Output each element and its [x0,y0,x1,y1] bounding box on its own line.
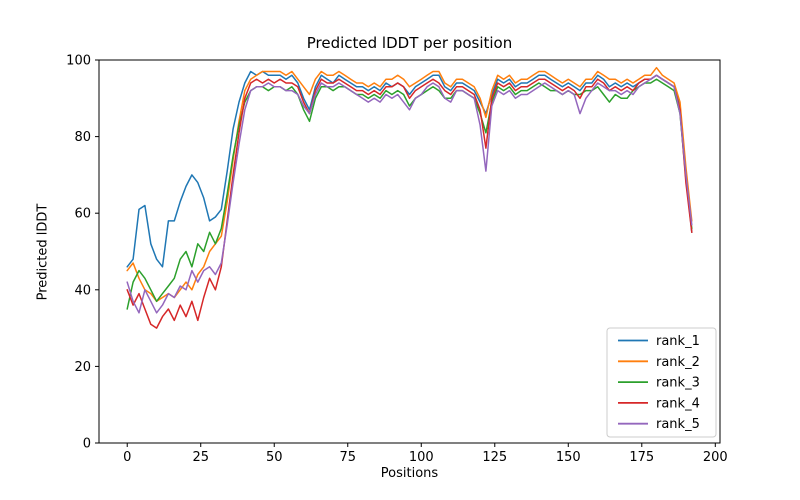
axes-frame [98,59,721,444]
x-tick-label: 25 [192,450,209,465]
y-tick-label: 40 [74,283,91,298]
x-tick-label: 50 [266,450,283,465]
y-tick-label: 20 [74,360,91,375]
x-tick-label: 0 [123,450,131,465]
legend-label-rank_1: rank_1 [656,334,700,349]
legend-label-rank_4: rank_4 [656,396,700,411]
x-tick-label: 75 [339,450,356,465]
legend-label-rank_3: rank_3 [656,376,700,391]
series-line-rank_3 [126,78,693,310]
chart-title: Predicted lDDT per position [306,34,513,52]
y-tick-label: 80 [74,130,91,145]
series-line-rank_4 [126,74,693,329]
x-axis-label: Positions [380,466,439,481]
legend-label-rank_2: rank_2 [656,355,700,370]
x-tick-label: 150 [556,450,581,465]
series-line-rank_1 [126,70,693,268]
x-tick-label: 200 [703,450,728,465]
x-tick-label: 125 [482,450,507,465]
y-tick-label: 0 [83,437,91,452]
legend-label-rank_5: rank_5 [656,417,700,432]
x-tick-label: 175 [629,450,654,465]
x-tick-label: 100 [409,450,434,465]
legend-box [606,327,717,438]
y-axis-label: Predicted lDDT [35,203,51,301]
series-line-rank_2 [126,66,693,303]
y-tick-label: 60 [74,207,91,222]
series-line-rank_5 [126,74,693,314]
y-tick-label: 100 [66,54,91,69]
